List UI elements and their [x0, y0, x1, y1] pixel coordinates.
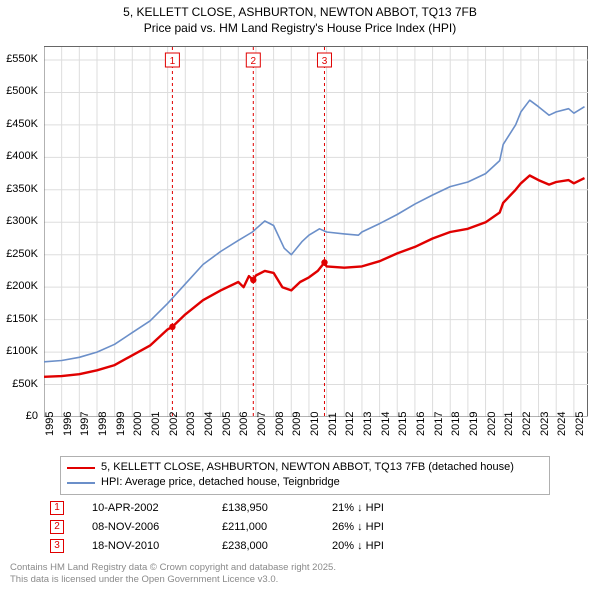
chart-plot-area: 1 2 3: [44, 46, 588, 416]
x-tick-label: 2013: [362, 412, 374, 436]
x-tick-label: 1996: [62, 412, 74, 436]
chart-container: 5, KELLETT CLOSE, ASHBURTON, NEWTON ABBO…: [0, 0, 600, 590]
y-tick-label: £200K: [6, 280, 38, 292]
sale-date: 18-NOV-2010: [92, 540, 222, 552]
x-axis-labels: 1995199619971998199920002001200220032004…: [44, 420, 588, 460]
x-tick-label: 2024: [556, 412, 568, 436]
sale-marker-box: 2: [50, 520, 64, 534]
y-tick-label: £500K: [6, 85, 38, 97]
x-tick-label: 2017: [433, 412, 445, 436]
footer-line1: Contains HM Land Registry data © Crown c…: [10, 562, 336, 574]
x-tick-label: 2020: [486, 412, 498, 436]
y-tick-label: £350K: [6, 183, 38, 195]
y-tick-label: £250K: [6, 248, 38, 260]
x-tick-label: 2014: [380, 412, 392, 436]
x-tick-label: 1995: [44, 412, 56, 436]
x-tick-label: 2000: [132, 412, 144, 436]
sale-marker-box: 1: [50, 501, 64, 515]
sale-marker-box: 3: [50, 539, 64, 553]
sale-price: £238,000: [222, 540, 332, 552]
y-tick-label: £300K: [6, 215, 38, 227]
sale-price: £138,950: [222, 502, 332, 514]
svg-text:2: 2: [251, 56, 257, 67]
sale-price: £211,000: [222, 521, 332, 533]
sale-diff: 21% ↓ HPI: [332, 502, 384, 514]
x-tick-label: 2012: [344, 412, 356, 436]
x-tick-label: 2001: [150, 412, 162, 436]
x-tick-label: 2003: [185, 412, 197, 436]
x-tick-label: 2005: [221, 412, 233, 436]
x-tick-label: 2022: [521, 412, 533, 436]
legend-row-0: 5, KELLETT CLOSE, ASHBURTON, NEWTON ABBO…: [67, 460, 543, 475]
x-tick-label: 2008: [274, 412, 286, 436]
footer: Contains HM Land Registry data © Crown c…: [10, 562, 336, 586]
x-tick-label: 2010: [309, 412, 321, 436]
x-tick-label: 2016: [415, 412, 427, 436]
sales-row: 2 08-NOV-2006£211,00026% ↓ HPI: [50, 517, 560, 536]
x-tick-label: 2007: [256, 412, 268, 436]
x-tick-label: 2023: [539, 412, 551, 436]
title-line1: 5, KELLETT CLOSE, ASHBURTON, NEWTON ABBO…: [0, 4, 600, 20]
y-axis-labels: £0£50K£100K£150K£200K£250K£300K£350K£400…: [0, 46, 42, 416]
x-tick-label: 2002: [168, 412, 180, 436]
sales-row: 3 18-NOV-2010£238,00020% ↓ HPI: [50, 536, 560, 555]
legend-text-0: 5, KELLETT CLOSE, ASHBURTON, NEWTON ABBO…: [101, 460, 514, 475]
x-tick-label: 2021: [503, 412, 515, 436]
x-tick-label: 1998: [97, 412, 109, 436]
sales-table: 1 10-APR-2002£138,95021% ↓ HPI 2 08-NOV-200…: [50, 498, 560, 555]
y-tick-label: £50K: [12, 378, 38, 390]
sales-row: 1 10-APR-2002£138,95021% ↓ HPI: [50, 498, 560, 517]
legend-text-1: HPI: Average price, detached house, Teig…: [101, 475, 340, 490]
y-tick-label: £450K: [6, 118, 38, 130]
y-tick-label: £400K: [6, 150, 38, 162]
title-line2: Price paid vs. HM Land Registry's House …: [0, 20, 600, 36]
svg-text:3: 3: [322, 56, 328, 67]
x-tick-label: 1997: [79, 412, 91, 436]
chart-svg: 1 2 3: [44, 47, 588, 417]
x-tick-label: 2018: [450, 412, 462, 436]
sale-diff: 26% ↓ HPI: [332, 521, 384, 533]
x-tick-label: 2006: [238, 412, 250, 436]
title-block: 5, KELLETT CLOSE, ASHBURTON, NEWTON ABBO…: [0, 0, 600, 36]
x-tick-label: 1999: [115, 412, 127, 436]
x-tick-label: 2015: [397, 412, 409, 436]
footer-line2: This data is licensed under the Open Gov…: [10, 574, 336, 586]
x-tick-label: 2011: [327, 412, 339, 436]
sale-diff: 20% ↓ HPI: [332, 540, 384, 552]
legend-swatch-1: [67, 482, 95, 484]
x-tick-label: 2019: [468, 412, 480, 436]
legend-swatch-0: [67, 467, 95, 469]
svg-text:1: 1: [170, 56, 176, 67]
y-tick-label: £150K: [6, 313, 38, 325]
sale-date: 08-NOV-2006: [92, 521, 222, 533]
sale-date: 10-APR-2002: [92, 502, 222, 514]
x-tick-label: 2009: [291, 412, 303, 436]
legend-row-1: HPI: Average price, detached house, Teig…: [67, 475, 543, 490]
y-tick-label: £550K: [6, 53, 38, 65]
y-tick-label: £0: [26, 410, 38, 422]
x-tick-label: 2025: [574, 412, 586, 436]
y-tick-label: £100K: [6, 345, 38, 357]
legend: 5, KELLETT CLOSE, ASHBURTON, NEWTON ABBO…: [60, 456, 550, 495]
x-tick-label: 2004: [203, 412, 215, 436]
